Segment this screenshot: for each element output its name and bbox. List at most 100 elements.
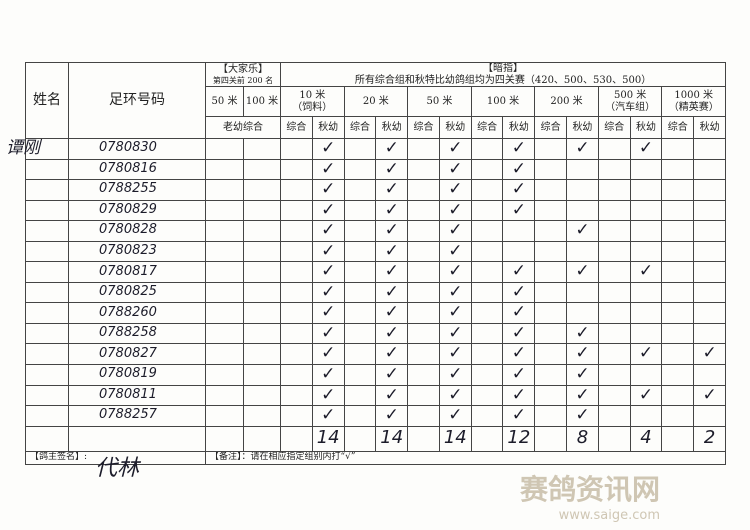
empty-cell bbox=[205, 343, 244, 366]
check-mark: ✓ bbox=[311, 261, 345, 283]
check-mark: ✓ bbox=[311, 322, 345, 345]
sub-header: 秋幼 bbox=[438, 116, 472, 139]
empty-cell bbox=[242, 179, 282, 201]
check-mark: ✓ bbox=[438, 179, 472, 201]
empty-cell bbox=[205, 158, 244, 181]
empty-cell bbox=[693, 261, 727, 283]
check-mark: ✓ bbox=[438, 240, 472, 263]
category-header: 老幼综合 bbox=[204, 116, 282, 139]
empty-cell bbox=[407, 322, 440, 345]
ring-number: 0788257 bbox=[68, 405, 206, 427]
empty-cell bbox=[534, 364, 568, 386]
empty-cell bbox=[280, 405, 313, 427]
empty-cell bbox=[661, 302, 695, 324]
check-mark: ✓ bbox=[629, 261, 663, 283]
ring-number: 0780811 bbox=[68, 384, 206, 407]
check-mark: ✓ bbox=[311, 405, 345, 427]
empty-cell bbox=[661, 240, 695, 263]
check-mark: ✓ bbox=[502, 199, 536, 222]
pigeon-row: 0780811 ✓ ✓ ✓ ✓ ✓ ✓ ✓ bbox=[25, 384, 727, 407]
check-mark: ✓ bbox=[438, 158, 472, 181]
empty-cell bbox=[280, 240, 313, 263]
empty-cell bbox=[25, 364, 69, 386]
pigeon-row: 0788255 ✓ ✓ ✓ ✓ bbox=[25, 179, 727, 201]
check-mark: ✓ bbox=[375, 281, 409, 304]
check-mark: ✓ bbox=[375, 179, 409, 201]
empty-cell bbox=[629, 240, 663, 263]
check-mark: ✓ bbox=[502, 322, 536, 345]
distance-header: 10 米（饲料） bbox=[280, 86, 345, 117]
empty-cell bbox=[661, 405, 695, 427]
empty-cell bbox=[693, 281, 727, 304]
distance-header: 500 米（汽车组） bbox=[597, 86, 663, 117]
empty-cell bbox=[407, 261, 440, 283]
empty-cell bbox=[597, 322, 631, 345]
pigeon-row: 0780816 ✓ ✓ ✓ ✓ bbox=[25, 158, 727, 181]
empty-cell bbox=[407, 384, 440, 407]
ring-number: 0780829 bbox=[68, 199, 206, 222]
check-mark: ✓ bbox=[566, 343, 599, 366]
pigeon-row: 谭刚 0780830 ✓ ✓ ✓ ✓ ✓ ✓ bbox=[5, 138, 727, 160]
check-mark: ✓ bbox=[375, 261, 409, 283]
distance-label: 50 米 bbox=[426, 95, 453, 107]
check-mark: ✓ bbox=[375, 302, 409, 324]
empty-cell bbox=[597, 240, 631, 263]
sub-header: 综合 bbox=[280, 116, 313, 139]
empty-cell bbox=[566, 302, 599, 324]
empty-cell bbox=[470, 364, 504, 386]
empty-cell bbox=[661, 343, 695, 366]
group-a-subtitle: 第四关前 200 名 bbox=[212, 75, 274, 85]
form-table: 姓名 足环号码 【大家乐】 第四关前 200 名【暗指】 所有综合组和秋特比幼鸽组均为四… bbox=[5, 62, 727, 465]
empty-cell bbox=[242, 364, 282, 386]
empty-cell bbox=[534, 199, 568, 222]
empty-cell bbox=[343, 322, 377, 345]
empty-cell bbox=[470, 220, 504, 242]
group-a-title: 【大家乐】 bbox=[218, 64, 268, 76]
empty-cell bbox=[534, 261, 568, 283]
empty-cell bbox=[280, 343, 313, 366]
check-mark: ✓ bbox=[311, 220, 345, 242]
check-mark: ✓ bbox=[693, 343, 727, 366]
check-mark: ✓ bbox=[566, 384, 599, 407]
check-mark: ✓ bbox=[375, 364, 409, 386]
sub-header: 秋幼 bbox=[311, 116, 345, 139]
check-mark: ✓ bbox=[311, 343, 345, 366]
empty-cell bbox=[629, 199, 663, 222]
totals-row: 14 14 14 12 8 4 2 bbox=[25, 425, 727, 452]
check-mark: ✓ bbox=[375, 384, 409, 407]
empty-cell bbox=[661, 384, 695, 407]
distance-note: （精英赛） bbox=[668, 101, 719, 113]
check-mark: ✓ bbox=[566, 261, 599, 283]
group-b-subtitle: 所有综合组和秋特比幼鸽组均为四关赛（420、500、530、500） bbox=[354, 74, 652, 86]
distance-header: 1000 米（精英赛） bbox=[661, 86, 727, 117]
empty-cell bbox=[343, 158, 377, 181]
empty-cell bbox=[242, 322, 282, 345]
check-mark: ✓ bbox=[438, 322, 472, 345]
empty-cell bbox=[407, 199, 440, 222]
empty-cell bbox=[534, 158, 568, 181]
empty-cell bbox=[343, 425, 377, 452]
check-mark: ✓ bbox=[629, 384, 663, 407]
empty-cell bbox=[693, 158, 727, 181]
total: 14 bbox=[375, 425, 409, 452]
distance-header: 100 米 bbox=[470, 86, 536, 117]
check-mark: ✓ bbox=[566, 220, 599, 242]
empty-cell bbox=[693, 138, 727, 160]
empty-cell bbox=[629, 158, 663, 181]
pigeon-row: 0780828 ✓ ✓ ✓ ✓ bbox=[25, 220, 727, 242]
empty-cell bbox=[205, 281, 244, 304]
check-mark: ✓ bbox=[566, 322, 599, 345]
empty-cell bbox=[280, 302, 313, 324]
empty-cell bbox=[597, 364, 631, 386]
empty-cell bbox=[566, 281, 599, 304]
empty-cell bbox=[534, 384, 568, 407]
check-mark: ✓ bbox=[438, 405, 472, 427]
check-mark: ✓ bbox=[438, 302, 472, 324]
empty-cell bbox=[242, 199, 282, 222]
check-mark: ✓ bbox=[375, 158, 409, 181]
empty-cell bbox=[470, 199, 504, 222]
check-mark: ✓ bbox=[311, 138, 345, 160]
empty-cell bbox=[343, 302, 377, 324]
ring-number: 0780816 bbox=[68, 158, 206, 181]
empty-cell bbox=[693, 220, 727, 242]
